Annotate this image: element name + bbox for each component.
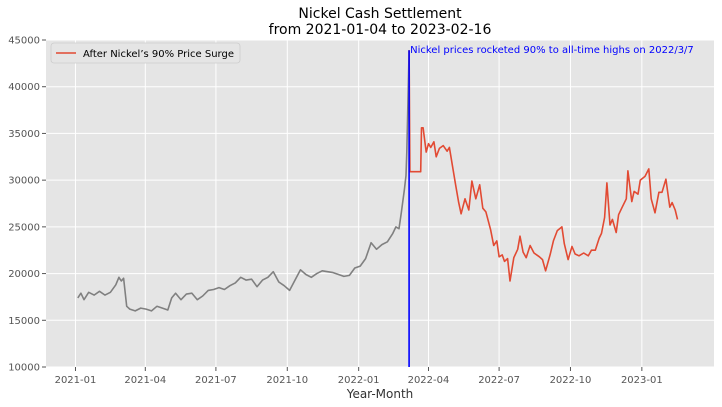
y-tick-label: 30000 — [8, 176, 40, 187]
y-tick-label: 40000 — [8, 82, 40, 93]
surge-annotation: Nickel prices rocketed 90% to all-time h… — [410, 45, 694, 56]
legend: After Nickel’s 90% Price Surge — [50, 42, 241, 64]
chart-title-line-1: Nickel Cash Settlement — [298, 6, 462, 22]
x-tick-label: 2022-01 — [338, 375, 380, 386]
x-tick-label: 2021-10 — [266, 375, 308, 386]
y-tick-label: 15000 — [8, 316, 40, 327]
x-axis-ticks: 2021-01 2021-04 2021-07 2021-10 2022-01 2022-… — [55, 367, 663, 386]
series-line-after — [408, 50, 679, 282]
x-tick-label: 2022-07 — [478, 375, 520, 386]
y-tick-label: 20000 — [8, 269, 40, 280]
x-tick-label: 2021-07 — [195, 375, 237, 386]
y-tick-label: 35000 — [8, 129, 40, 140]
y-axis-ticks: 10000 15000 20000 25000 30000 35000 40000 45000 — [8, 36, 46, 374]
y-tick-label: 25000 — [8, 222, 40, 233]
x-tick-label: 2022-04 — [408, 375, 450, 386]
x-tick-label: 2023-01 — [621, 375, 663, 386]
x-tick-label: 2021-04 — [124, 375, 166, 386]
x-tick-label: 2022-10 — [550, 375, 592, 386]
legend-label: After Nickel’s 90% Price Surge — [83, 49, 234, 60]
legend-box — [50, 42, 241, 64]
series-lines — [77, 50, 679, 312]
x-tick-label: 2021-01 — [55, 375, 97, 386]
y-tick-label: 45000 — [8, 36, 40, 47]
plot-area — [46, 40, 714, 367]
y-tick-label: 10000 — [8, 363, 40, 374]
chart-title-line-2: from 2021-01-04 to 2023-02-16 — [269, 22, 492, 38]
series-line-before — [77, 50, 410, 312]
x-axis-label: Year-Month — [346, 387, 414, 401]
grid-lines — [46, 39, 714, 368]
